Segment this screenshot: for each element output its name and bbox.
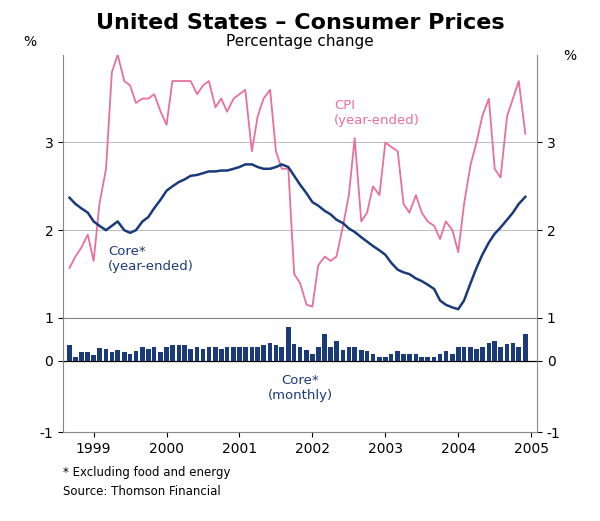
Bar [438,354,442,361]
Bar [511,343,515,361]
Bar [462,346,466,361]
Bar [328,346,333,361]
Bar [456,346,461,361]
Bar [256,346,260,361]
Bar [432,356,436,361]
Bar [206,346,211,361]
Bar [79,352,83,361]
Bar [347,346,351,361]
Bar [493,341,497,361]
Bar [365,351,370,361]
Bar [232,346,236,361]
Bar [322,334,327,361]
Bar [474,350,479,361]
Bar [274,345,278,361]
Text: Core*
(monthly): Core* (monthly) [268,374,332,402]
Bar [359,350,364,361]
Text: United States – Consumer Prices: United States – Consumer Prices [95,13,505,33]
Bar [237,346,242,361]
Bar [122,352,127,361]
Text: * Excluding food and energy: * Excluding food and energy [63,466,230,479]
Bar [170,345,175,361]
Bar [395,351,400,361]
Bar [225,346,229,361]
Bar [383,356,388,361]
Bar [250,346,254,361]
Bar [341,350,346,361]
Bar [188,350,193,361]
Bar [316,346,320,361]
Bar [505,344,509,361]
Bar [97,348,102,361]
Bar [104,350,109,361]
Bar [304,350,309,361]
Bar [73,357,77,361]
Bar [286,327,290,361]
Bar [280,346,284,361]
Text: Percentage change: Percentage change [226,34,374,49]
Bar [219,350,224,361]
Bar [152,346,157,361]
Bar [67,345,72,361]
Bar [261,345,266,361]
Bar [413,354,418,361]
Bar [182,345,187,361]
Bar [85,352,90,361]
Bar [310,354,314,361]
Bar [334,341,339,361]
Text: CPI
(year-ended): CPI (year-ended) [334,98,420,127]
Bar [128,354,133,361]
Bar [158,352,163,361]
Text: Core*
(year-ended): Core* (year-ended) [108,245,194,273]
Y-axis label: %: % [563,49,577,64]
Bar [523,334,527,361]
Bar [110,352,114,361]
Bar [268,343,272,361]
Y-axis label: %: % [23,35,37,49]
Bar [176,345,181,361]
Bar [134,351,138,361]
Bar [377,356,382,361]
Bar [487,343,491,361]
Bar [243,346,248,361]
Bar [469,346,473,361]
Bar [195,346,199,361]
Bar [401,354,406,361]
Bar [407,354,412,361]
Bar [450,354,455,361]
Bar [371,354,375,361]
Bar [146,350,151,361]
Bar [517,346,521,361]
Bar [164,346,169,361]
Bar [91,355,96,361]
Bar [298,346,302,361]
Bar [443,351,448,361]
Bar [213,346,218,361]
Bar [352,346,357,361]
Bar [292,344,296,361]
Bar [201,350,205,361]
Bar [419,356,424,361]
Bar [115,350,120,361]
Bar [425,357,430,361]
Bar [480,346,485,361]
Bar [140,346,145,361]
Text: Source: Thomson Financial: Source: Thomson Financial [63,485,221,498]
Bar [498,346,503,361]
Bar [389,354,394,361]
